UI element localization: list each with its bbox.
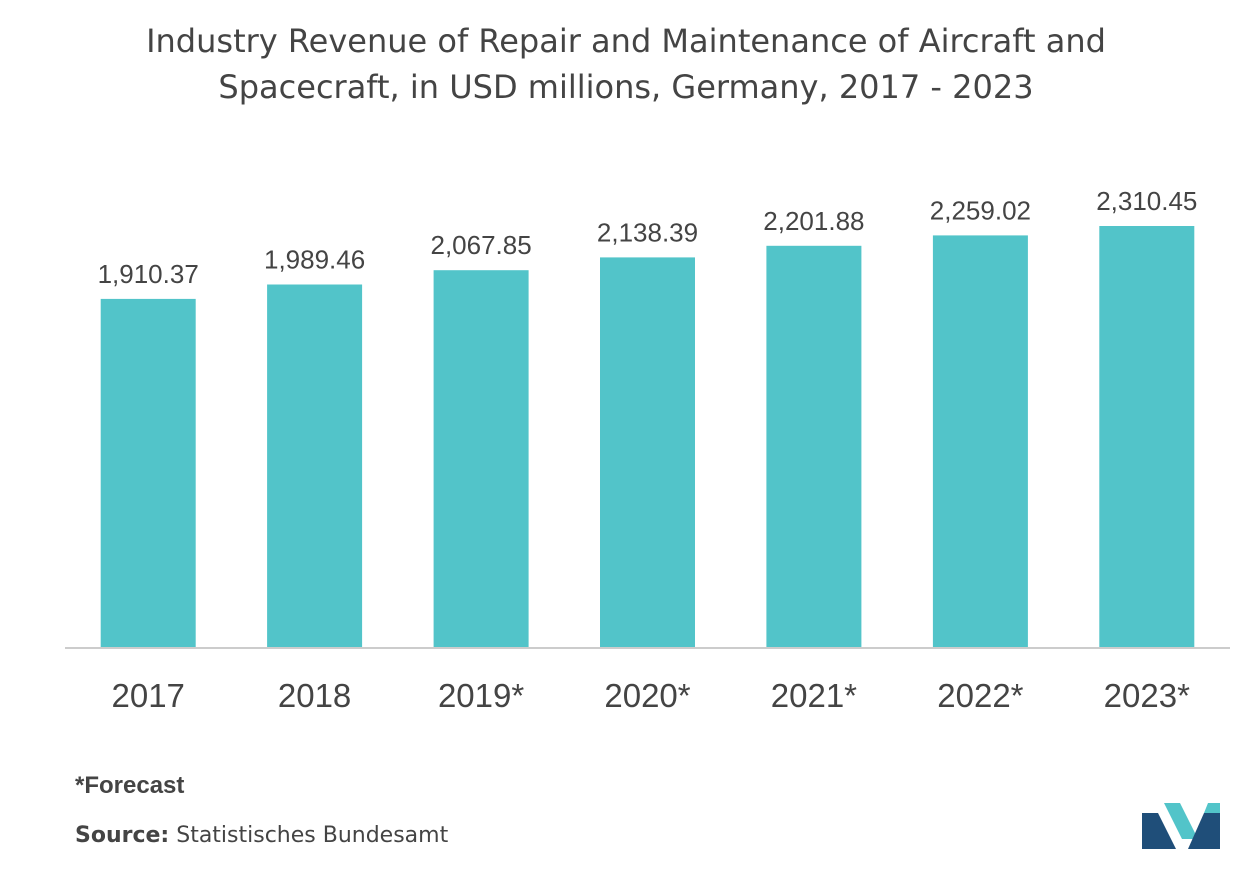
bar-2023 xyxy=(1099,226,1195,647)
x-tick-label-2019: 2019* xyxy=(438,677,524,714)
data-label-2019: 2,067.85 xyxy=(430,230,531,260)
x-tick-label-2022: 2022* xyxy=(937,677,1023,714)
bar-2020 xyxy=(600,257,695,647)
source-label: Source: xyxy=(75,823,170,848)
bar-2018 xyxy=(267,284,363,647)
logo-shape-right xyxy=(1188,813,1220,849)
x-tick-label-2018: 2018 xyxy=(278,677,351,714)
x-tick-label-2023: 2023* xyxy=(1104,677,1190,714)
chart-title-line-2: Spacecraft, in USD millions, Germany, 20… xyxy=(218,68,1034,106)
bar-2019 xyxy=(433,270,529,647)
x-tick-label-2021: 2021* xyxy=(771,677,857,714)
x-tick-label-2020: 2020* xyxy=(604,677,690,714)
data-label-2021: 2,201.88 xyxy=(763,206,864,236)
x-axis-tick-labels: 2017 2018 2019* 2020* 2021* 2022* 2023* xyxy=(111,677,1190,714)
data-label-2022: 2,259.02 xyxy=(930,195,1031,225)
chart-title-line-1: Industry Revenue of Repair and Maintenan… xyxy=(146,22,1106,60)
bars-group xyxy=(100,226,1195,648)
data-labels-group: 1,910.37 1,989.46 2,067.85 2,138.39 2,201.88… xyxy=(98,186,1198,289)
bar-2022 xyxy=(932,235,1028,647)
data-label-2018: 1,989.46 xyxy=(264,245,365,275)
mordor-intelligence-logo-icon xyxy=(1142,803,1220,849)
data-label-2020: 2,138.39 xyxy=(597,217,698,247)
bar-2017 xyxy=(100,298,196,647)
data-label-2017: 1,910.37 xyxy=(98,259,199,289)
logo-shape-right-accent xyxy=(1204,803,1220,813)
logo-shape-left xyxy=(1142,813,1176,849)
source-text: Statistisches Bundesamt xyxy=(169,823,449,848)
logo-shape-mid xyxy=(1164,803,1198,839)
x-tick-label-2017: 2017 xyxy=(111,677,184,714)
forecast-footnote: *Forecast xyxy=(75,772,185,799)
source-note: Source: Statistisches Bundesamt xyxy=(75,823,448,848)
data-label-2023: 2,310.45 xyxy=(1096,186,1197,216)
bar-2021 xyxy=(766,245,862,648)
chart-title: Industry Revenue of Repair and Maintenan… xyxy=(60,18,1192,110)
